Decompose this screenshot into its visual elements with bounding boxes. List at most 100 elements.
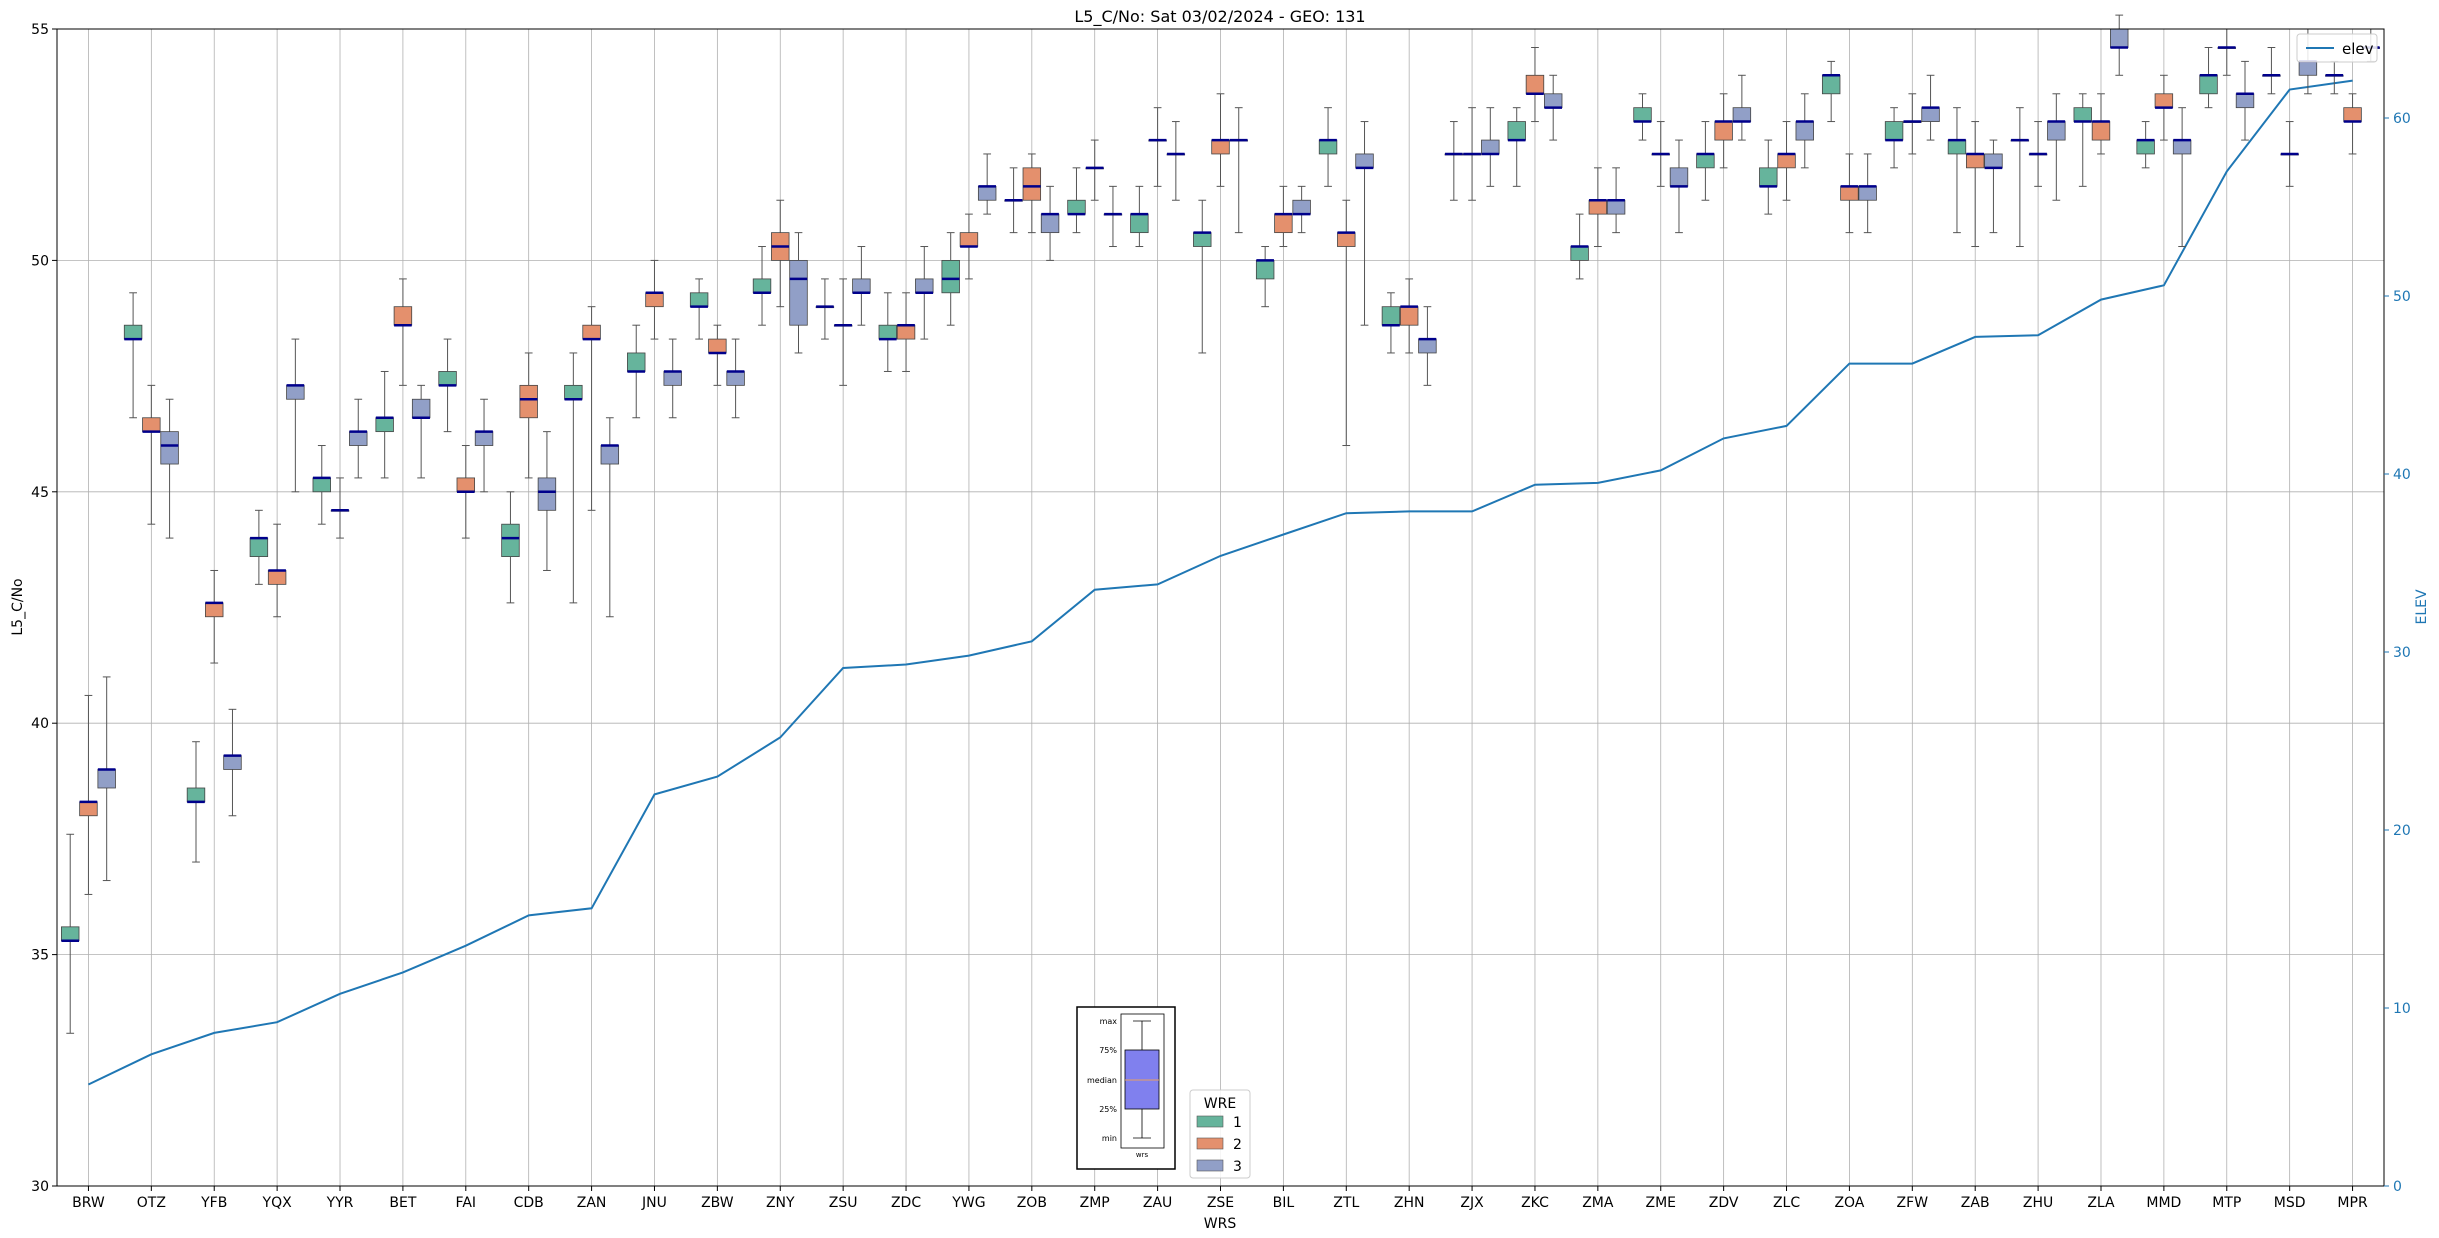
chart-title: L5_C/No: Sat 03/02/2024 - GEO: 131: [1074, 7, 1365, 27]
box-wre1-ZOB: [1004, 167, 1023, 234]
box-iqr: [1759, 167, 1778, 187]
box-plots: [61, 14, 2380, 1034]
box-wre3-ZAN: [600, 417, 620, 618]
box-iqr: [393, 306, 413, 326]
box-iqr: [1274, 213, 1293, 234]
wre-legend-swatch-3: [1196, 1159, 1224, 1172]
x-tick-label: ZSE: [1207, 1195, 1234, 1211]
wre-legend-swatch-2: [1196, 1137, 1224, 1150]
box-iqr: [2154, 93, 2174, 109]
box-iqr: [438, 371, 457, 386]
box-wre2-ZSU: [833, 278, 853, 386]
box-wre1-YFB: [186, 741, 206, 863]
box-iqr: [1040, 213, 1060, 234]
box-iqr: [1022, 167, 1042, 201]
box-iqr: [267, 570, 287, 585]
box-wre3-MTP: [2235, 60, 2255, 141]
box-iqr: [627, 352, 646, 372]
x-tick-label: MTP: [2212, 1195, 2241, 1211]
x-tick-label: ZLA: [2087, 1195, 2115, 1211]
box-wre1-ZHU: [2010, 107, 2030, 248]
box-iqr: [1067, 199, 1086, 215]
box-wre2-JNU: [645, 259, 664, 340]
box-wre2-ZFW: [1903, 93, 1922, 155]
box-wre2-MTP: [2217, 28, 2236, 76]
box-iqr: [249, 537, 269, 557]
box-wre3-ZOB: [1040, 185, 1060, 261]
box-iqr: [2110, 28, 2129, 48]
box-wre1-FAI: [438, 338, 457, 433]
box-iqr: [1795, 121, 1814, 141]
box-iqr: [349, 431, 368, 446]
box-iqr: [2172, 139, 2192, 155]
box-wre2-BRW: [79, 694, 98, 895]
y2-tick-label: 50: [2393, 289, 2411, 305]
box-wre2-MPR: [2343, 93, 2362, 155]
x-tick-label: ZOB: [1017, 1195, 1047, 1211]
x-tick-label: ZDC: [891, 1195, 921, 1211]
box-iqr: [142, 417, 161, 433]
wre-legend-frame: [1189, 1089, 1251, 1179]
x-tick-label: ZAU: [1143, 1195, 1172, 1211]
box-iqr: [97, 769, 116, 789]
box-wre2-ZHU: [2028, 121, 2048, 187]
box-wre3-YFB: [223, 708, 242, 817]
box-wre1-MPR: [2325, 60, 2344, 95]
box-iqr: [1318, 139, 1338, 155]
box-wre2-ZTL: [1337, 199, 1356, 447]
x-tick-label: YWG: [951, 1195, 985, 1211]
box-iqr: [1337, 232, 1356, 247]
box-wre2-YFB: [205, 569, 224, 664]
box-wre2-ZNY: [771, 199, 790, 308]
y2-tick-label: 0: [2393, 1179, 2402, 1195]
box-wre1-ZMA: [1570, 213, 1589, 280]
box-wre1-MSD: [2262, 47, 2281, 95]
box-wre2-MSD: [2280, 121, 2299, 187]
box-iqr: [1507, 121, 1526, 141]
box-iqr: [1525, 74, 1545, 95]
y2-tick-label: 40: [2393, 467, 2411, 483]
box-iqr: [1211, 139, 1230, 155]
box-wre3-ZTL: [1355, 121, 1374, 326]
x-tick-label: ZOA: [1834, 1195, 1864, 1211]
wre-legend-title: WRE: [1204, 1096, 1236, 1112]
x-tick-label: ZTL: [1333, 1195, 1359, 1211]
box-wre1-YQX: [249, 509, 269, 585]
box-iqr: [375, 417, 394, 433]
box-wre3-ZAB: [1984, 139, 2003, 234]
x-tick-label: ZFW: [1897, 1195, 1929, 1211]
y2-tick-label: 20: [2393, 823, 2411, 839]
box-wre3-FAI: [474, 398, 494, 493]
box-iqr: [1418, 338, 1437, 354]
box-wre3-YYR: [349, 398, 368, 479]
box-iqr: [2047, 121, 2066, 141]
inset-label-max: max: [1100, 1017, 1118, 1026]
box-wre3-BIL: [1292, 185, 1311, 234]
x-tick-label: ZKC: [1521, 1195, 1549, 1211]
y2-axis-label: ELEV: [2414, 589, 2430, 624]
box-wre1-ZSE: [1193, 199, 1212, 354]
box-iqr: [1714, 121, 1733, 141]
box-iqr: [1193, 232, 1212, 247]
y-tick-label: 55: [31, 22, 49, 38]
x-tick-label: ZJX: [1460, 1195, 1484, 1211]
box-wre1-ZLA: [2073, 93, 2092, 187]
wre-legend-label-1: 1: [1233, 1115, 1242, 1131]
box-wre1-ZDC: [878, 292, 898, 372]
wre-legend-label-3: 3: [1233, 1159, 1242, 1175]
box-wre3-ZOA: [1858, 153, 1877, 234]
inset-label-median: median: [1087, 1076, 1117, 1085]
box-wre3-ZNY: [789, 232, 808, 354]
box-iqr: [752, 278, 772, 294]
box-iqr: [852, 278, 871, 294]
box-iqr: [2136, 139, 2155, 155]
box-iqr: [1292, 199, 1311, 215]
box-iqr: [1732, 107, 1752, 122]
x-tick-label: MMD: [2146, 1195, 2181, 1211]
box-wre1-BIL: [1255, 246, 1275, 308]
box-iqr: [186, 787, 206, 803]
box-iqr: [519, 384, 538, 419]
x-tick-label: BIL: [1273, 1195, 1295, 1211]
x-tick-label: YFB: [200, 1195, 227, 1211]
